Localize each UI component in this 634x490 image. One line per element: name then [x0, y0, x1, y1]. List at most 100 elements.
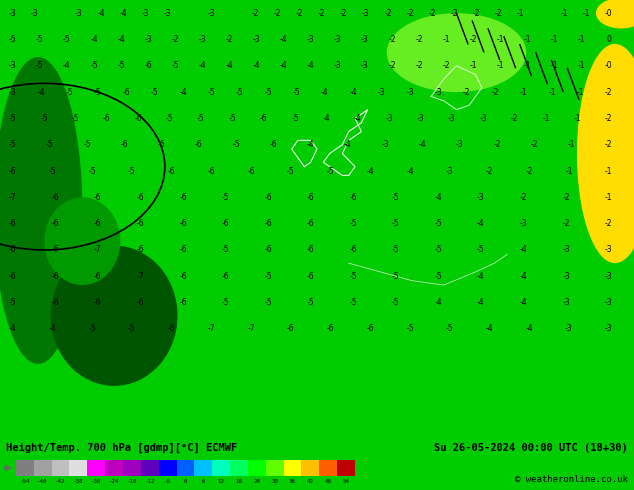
Text: -1: -1 — [560, 9, 568, 18]
Text: -5: -5 — [446, 324, 453, 333]
Text: -5: -5 — [434, 219, 442, 228]
Text: -5: -5 — [88, 324, 96, 333]
Text: -3: -3 — [605, 298, 612, 307]
Text: -5: -5 — [88, 167, 96, 175]
Text: -2: -2 — [526, 167, 533, 175]
Text: -1: -1 — [551, 61, 558, 70]
Text: -6: -6 — [136, 245, 144, 254]
Text: -4: -4 — [354, 114, 361, 123]
Text: -6: -6 — [9, 167, 16, 175]
Text: -4: -4 — [366, 167, 374, 175]
Text: -6: -6 — [349, 193, 357, 202]
Text: 48: 48 — [325, 479, 332, 484]
Text: -5: -5 — [36, 61, 44, 70]
Text: -2: -2 — [171, 35, 179, 44]
Text: -4: -4 — [434, 298, 442, 307]
Text: -2: -2 — [562, 219, 570, 228]
Text: -3: -3 — [605, 272, 612, 281]
Text: -8: -8 — [164, 479, 171, 484]
Text: -6: -6 — [136, 193, 144, 202]
Bar — [123, 460, 141, 476]
Ellipse shape — [387, 13, 526, 92]
Text: -6: -6 — [9, 272, 16, 281]
Text: -3: -3 — [434, 88, 442, 97]
Text: -5: -5 — [63, 35, 70, 44]
Text: -2: -2 — [472, 9, 480, 18]
Text: -5: -5 — [207, 88, 215, 97]
Text: -1: -1 — [524, 61, 531, 70]
Text: -1: -1 — [574, 114, 581, 123]
Bar — [230, 460, 248, 476]
Text: -5: -5 — [46, 140, 54, 149]
Text: 30: 30 — [271, 479, 278, 484]
Text: -1: -1 — [520, 88, 527, 97]
Text: -6: -6 — [94, 298, 101, 307]
Text: -6: -6 — [179, 245, 187, 254]
Text: -3: -3 — [562, 298, 570, 307]
Text: -5: -5 — [165, 114, 173, 123]
Text: -4: -4 — [434, 193, 442, 202]
Text: -2: -2 — [415, 35, 423, 44]
Text: -6: -6 — [51, 272, 59, 281]
Bar — [141, 460, 158, 476]
Text: -2: -2 — [605, 219, 612, 228]
Text: -6: -6 — [207, 167, 215, 175]
Bar — [176, 460, 195, 476]
Text: -5: -5 — [392, 272, 399, 281]
Text: -5: -5 — [392, 219, 399, 228]
Text: -3: -3 — [361, 35, 368, 44]
Text: -6: -6 — [168, 324, 176, 333]
Text: -3: -3 — [448, 114, 456, 123]
Text: -4: -4 — [418, 140, 426, 149]
Text: -5: -5 — [72, 114, 79, 123]
Bar — [16, 460, 34, 476]
Text: -1: -1 — [517, 9, 524, 18]
Text: -6: -6 — [51, 245, 59, 254]
Text: -4: -4 — [97, 9, 105, 18]
Text: -4: -4 — [90, 35, 98, 44]
Text: © weatheronline.co.uk: © weatheronline.co.uk — [515, 474, 628, 484]
Text: -5: -5 — [228, 114, 236, 123]
Text: -6: -6 — [349, 245, 357, 254]
Text: -2: -2 — [491, 88, 499, 97]
Text: -6: -6 — [94, 219, 101, 228]
Text: -5: -5 — [293, 88, 301, 97]
Text: -3: -3 — [565, 324, 573, 333]
Text: -5: -5 — [49, 167, 56, 175]
Text: -4: -4 — [226, 61, 233, 70]
Text: -7: -7 — [9, 193, 16, 202]
Text: -4: -4 — [49, 324, 56, 333]
Text: -4: -4 — [307, 140, 314, 149]
Text: -5: -5 — [83, 140, 91, 149]
Bar — [34, 460, 51, 476]
Text: -6: -6 — [120, 140, 128, 149]
Text: -6: -6 — [366, 324, 374, 333]
Text: -3: -3 — [145, 35, 152, 44]
Text: -3: -3 — [334, 61, 342, 70]
Text: -3: -3 — [417, 114, 424, 123]
Text: -2: -2 — [450, 9, 458, 18]
Text: -4: -4 — [520, 272, 527, 281]
Text: -5: -5 — [307, 298, 314, 307]
Text: -5: -5 — [349, 298, 357, 307]
Text: -6: -6 — [179, 219, 187, 228]
Text: -4: -4 — [406, 167, 414, 175]
Ellipse shape — [577, 44, 634, 263]
Text: -6: -6 — [307, 272, 314, 281]
Text: -2: -2 — [511, 114, 518, 123]
Text: -1: -1 — [469, 61, 477, 70]
Text: -6: -6 — [136, 219, 144, 228]
Text: Su 26-05-2024 00:00 UTC (18+30): Su 26-05-2024 00:00 UTC (18+30) — [434, 442, 628, 453]
Text: -5: -5 — [66, 88, 74, 97]
Bar — [283, 460, 302, 476]
Text: -6: -6 — [287, 324, 295, 333]
Text: -42: -42 — [55, 479, 66, 484]
Text: -6: -6 — [9, 245, 16, 254]
Text: -5: -5 — [36, 35, 44, 44]
Text: -3: -3 — [9, 88, 16, 97]
Text: -2: -2 — [388, 61, 396, 70]
Ellipse shape — [44, 197, 120, 285]
Text: -4: -4 — [520, 245, 527, 254]
Ellipse shape — [596, 0, 634, 28]
Text: -5: -5 — [287, 167, 295, 175]
